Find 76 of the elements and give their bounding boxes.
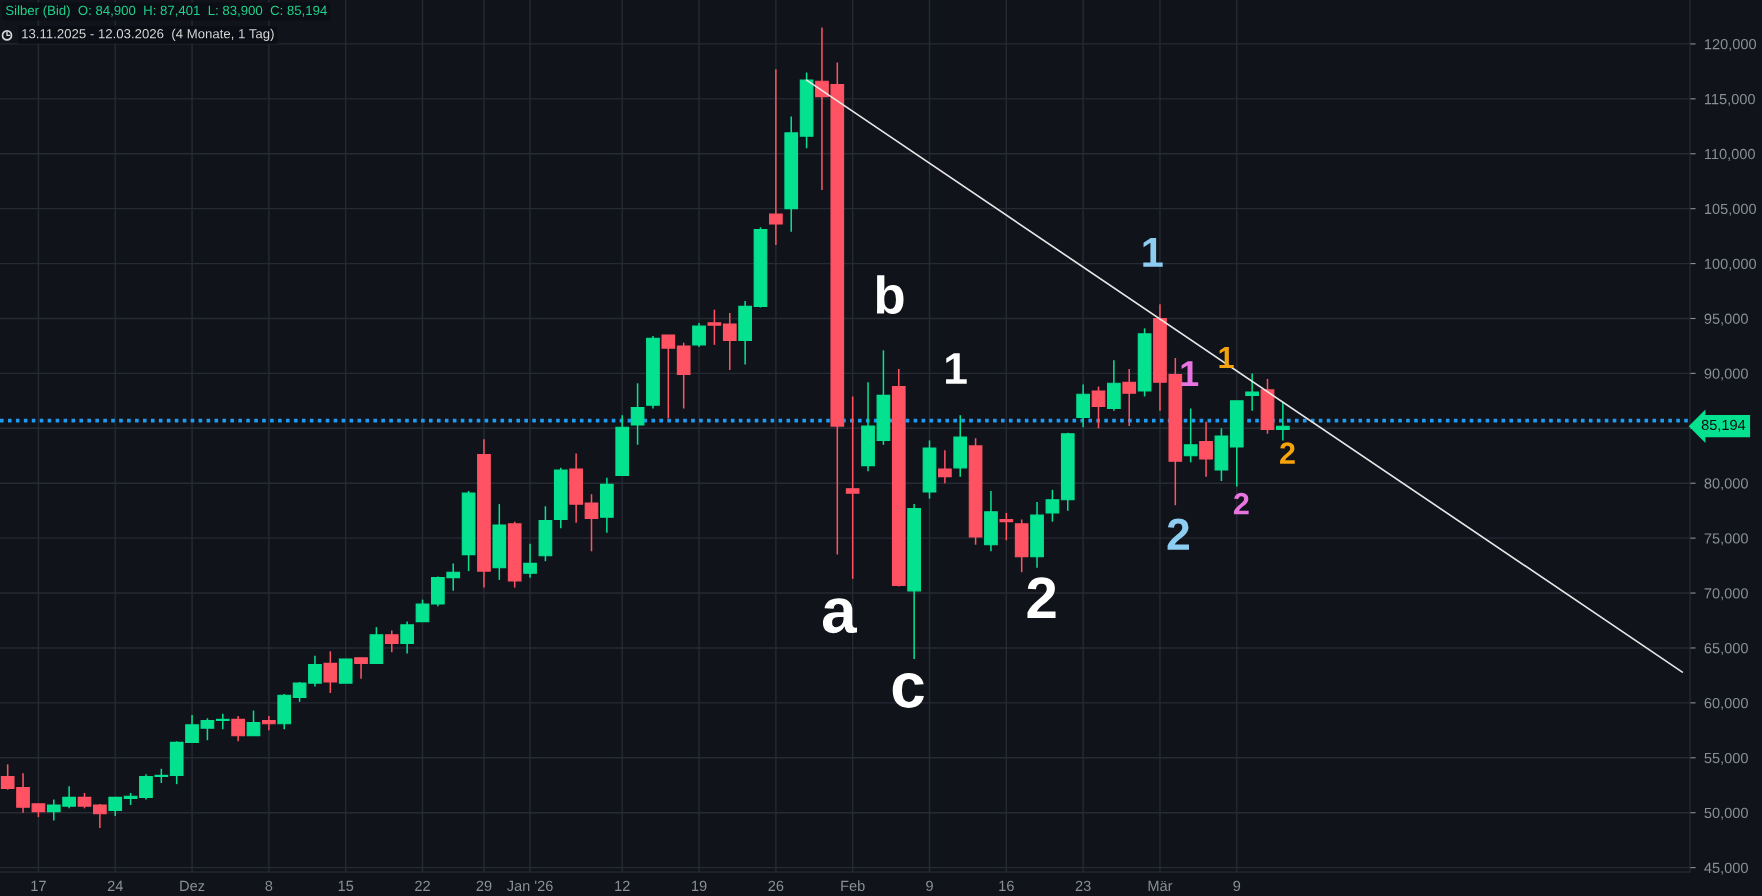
candlestick: [584, 493, 599, 553]
y-tick-label: 60,000: [1704, 697, 1748, 711]
text: 13.11.2025 - 12.03.2026 (4 Monate, 1 Tag): [22, 28, 274, 41]
y-tick-label: 90,000: [1704, 368, 1748, 381]
x-tick-label: 12: [615, 880, 630, 891]
x-tick-label: 9: [926, 880, 933, 892]
candlestick: [93, 803, 107, 829]
candlestick: [999, 512, 1014, 542]
x-tick-label: Feb: [841, 880, 865, 892]
chart-title: Silber (Bid) O: 84,900 H: 87,401 L: 83,900 C: 85,194: [5, 5, 327, 18]
y-tick-label: 50,000: [1704, 807, 1748, 820]
x-tick-label: 24: [107, 880, 123, 891]
y-tick-label: 70,000: [1704, 588, 1748, 601]
candlestick: [630, 382, 645, 446]
y-tick-label: 95,000: [1704, 313, 1748, 326]
candlestick: [1122, 368, 1137, 427]
candlestick: [354, 657, 368, 680]
x-tick-label: 15: [338, 880, 354, 892]
candlestick: [1245, 372, 1259, 412]
x-tick-label: Dez: [180, 880, 205, 892]
candlestick: [400, 620, 414, 655]
y-tick-label: 100,000: [1705, 258, 1757, 271]
candlestick: [231, 715, 245, 743]
candlestick: [1045, 489, 1060, 523]
x-tick-label: 19: [692, 880, 707, 892]
candlestick: [1183, 407, 1198, 464]
annotation: b: [876, 275, 904, 314]
candlestick: [262, 715, 276, 732]
y-tick-label: 105,000: [1705, 203, 1757, 216]
annotation: 2: [1027, 577, 1056, 619]
x-tick-label: Mär: [1148, 880, 1173, 892]
x-tick-label: 26: [768, 880, 784, 892]
candlestick: [523, 542, 537, 579]
y-tick-label: 120,000: [1705, 39, 1757, 52]
candlestick: [1091, 385, 1106, 430]
x-tick-label: 9: [1233, 880, 1241, 892]
x-tick-label: 8: [265, 880, 273, 892]
candlestick: [108, 796, 123, 817]
candlestick: [845, 395, 860, 580]
candlestick: [722, 312, 737, 371]
annotation: c: [892, 672, 924, 708]
candlestick: [661, 334, 676, 420]
y-tick-label: 110,000: [1705, 148, 1755, 161]
candlestick: [707, 308, 722, 346]
candlestick: [769, 68, 783, 246]
candlestick: [246, 709, 261, 737]
y-tick-label: 80,000: [1704, 478, 1748, 491]
candlestick: [692, 322, 706, 348]
annotation: 2: [1167, 518, 1189, 550]
annotation: 2: [1233, 492, 1249, 515]
y-tick-label: 75,000: [1704, 533, 1748, 546]
annotation: 2: [1280, 442, 1295, 464]
candlestick: [415, 598, 430, 623]
x-tick-label: 23: [1075, 880, 1091, 892]
candlestick: [215, 713, 230, 730]
annotation: 1: [1143, 238, 1163, 267]
y-tick-label: 115,000: [1705, 93, 1755, 106]
x-tick-label: Jan '26: [506, 880, 553, 892]
y-tick-label: 65,000: [1704, 643, 1748, 656]
candlestick: [1199, 420, 1213, 478]
annotation: a: [822, 598, 858, 634]
candlestick: [938, 449, 952, 484]
y-tick-label: 45,000: [1704, 862, 1748, 875]
text: 85,194: [1701, 419, 1746, 432]
candlestick: [1276, 401, 1290, 442]
y-tick-label: 55,000: [1704, 752, 1748, 765]
candlestick: [1076, 383, 1090, 428]
annotation: 1: [1181, 361, 1199, 387]
candlestick: [323, 650, 338, 694]
x-tick-label: 22: [415, 880, 430, 891]
annotation: 1: [946, 353, 967, 384]
x-tick-label: 29: [476, 880, 492, 892]
candlestick: [384, 629, 399, 654]
x-tick-label: 17: [31, 880, 46, 891]
annotation: 1: [1219, 347, 1234, 369]
x-tick-label: 16: [999, 880, 1014, 892]
